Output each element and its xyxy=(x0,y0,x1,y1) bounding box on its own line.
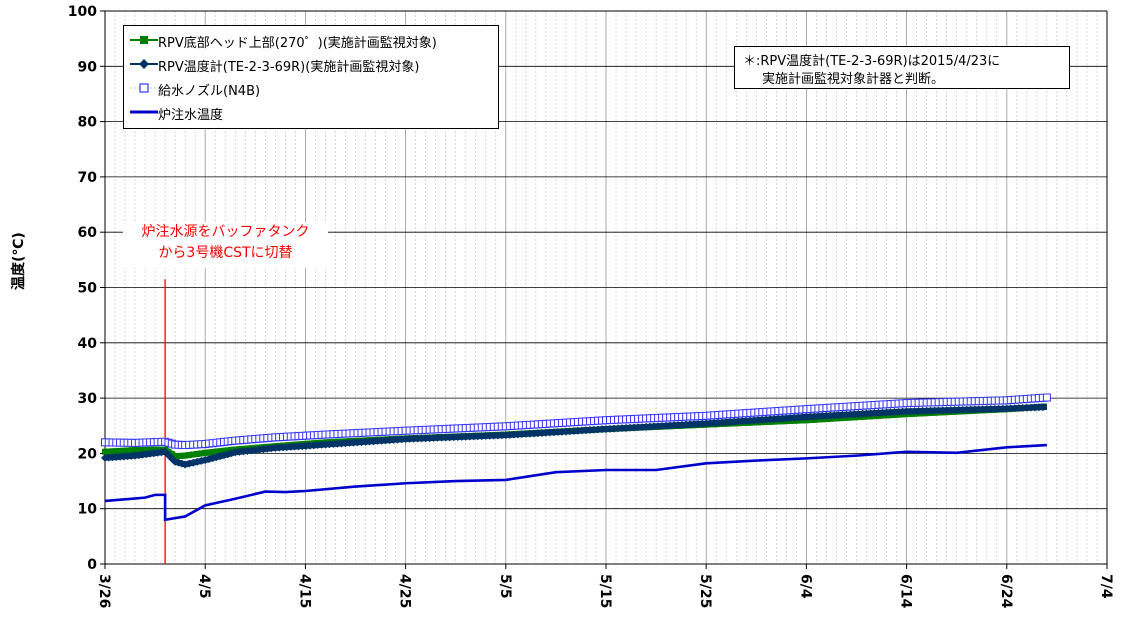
note-box: ＊:RPV温度計(TE-2-3-69R)は2015/4/23に 実施計画監視対象… xyxy=(734,46,1070,89)
y-tick-label: 10 xyxy=(78,502,98,518)
x-tick-label: 6/4 xyxy=(797,574,813,599)
legend-marker-blue-line xyxy=(130,110,158,114)
series-rpv-bottom-head-marker xyxy=(113,448,120,455)
series-rpv-bottom-head-marker xyxy=(175,452,182,459)
y-tick-label: 90 xyxy=(78,59,98,75)
legend-item-rpv-bottom-head: RPV底部ヘッド上部(270゜)(実施計画監視対象) xyxy=(124,28,498,52)
series-rpv-bottom-head-marker xyxy=(217,448,224,455)
y-tick-label: 60 xyxy=(78,225,98,241)
legend-label: RPV底部ヘッド上部(270゜)(実施計画監視対象) xyxy=(158,36,437,51)
series-rpv-thermometer-marker xyxy=(1018,403,1027,412)
x-tick-label: 3/26 xyxy=(96,574,112,608)
series-rpv-bottom-head-marker xyxy=(194,450,201,457)
series-rpv-bottom-head-marker xyxy=(102,448,108,455)
legend-marker-green-square xyxy=(130,36,158,44)
y-tick-label: 0 xyxy=(87,557,97,573)
x-tick-label: 4/15 xyxy=(296,574,312,608)
series-rpv-bottom-head-marker xyxy=(168,450,175,457)
y-tick-label: 30 xyxy=(78,391,98,407)
series-rpv-bottom-head-marker xyxy=(128,447,135,454)
series-rpv-bottom-head-marker xyxy=(120,447,127,454)
x-tick-label: 7/4 xyxy=(1098,574,1114,599)
y-tick-label: 100 xyxy=(68,4,97,20)
series-rpv-bottom-head-marker xyxy=(139,446,146,453)
water-source-switch-annotation: 炉注水源をバッファタンク から3号機CSTに切替 xyxy=(123,222,328,268)
annotation-line-1: 炉注水源をバッファタンク xyxy=(141,224,310,240)
series-rpv-bottom-head-marker xyxy=(186,452,193,459)
series-rpv-bottom-head-marker xyxy=(117,447,124,454)
x-tick-label: 5/5 xyxy=(497,574,513,599)
series-rpv-bottom-head-marker xyxy=(109,448,116,455)
legend-label: 炉注水温度 xyxy=(158,108,224,123)
note-line-1: ＊:RPV温度計(TE-2-3-69R)は2015/4/23に xyxy=(743,54,1001,69)
y-tick-label: 70 xyxy=(78,170,98,186)
series-rpv-bottom-head-marker xyxy=(198,450,205,457)
series-rpv-bottom-head-marker xyxy=(143,446,150,453)
series-rpv-bottom-head-marker xyxy=(209,449,216,456)
x-tick-label: 5/15 xyxy=(597,574,613,608)
legend-item-feedwater-nozzle: 給水ノズル(N4B) xyxy=(124,76,498,100)
series-rpv-bottom-head-marker xyxy=(190,451,197,458)
series-rpv-bottom-head-marker xyxy=(132,447,139,454)
legend-marker-open-square xyxy=(130,83,158,93)
y-tick-label: 20 xyxy=(78,446,98,462)
series-rpv-bottom-head-marker xyxy=(124,447,131,454)
x-tick-label: 6/24 xyxy=(998,574,1014,609)
series-rpv-bottom-head-marker xyxy=(220,447,227,454)
annotation-line-2: から3号機CSTに切替 xyxy=(158,245,293,261)
x-tick-label: 4/5 xyxy=(196,574,212,599)
series-rpv-bottom-head-marker xyxy=(135,447,142,454)
legend-label: RPV温度計(TE-2-3-69R)(実施計画監視対象) xyxy=(158,60,420,75)
legend-label: 給水ノズル(N4B) xyxy=(158,84,261,99)
series-feedwater-nozzle-marker xyxy=(1042,393,1051,402)
note-line-2: 実施計画監視対象計器と判断。 xyxy=(762,72,945,87)
series-rpv-bottom-head-marker xyxy=(182,452,189,459)
series-rpv-bottom-head-marker xyxy=(213,448,220,455)
series-rpv-bottom-head-marker xyxy=(178,452,185,459)
legend-item-rpv-thermometer: RPV温度計(TE-2-3-69R)(実施計画監視対象) xyxy=(124,52,498,76)
series-injection-water-temp xyxy=(104,443,1047,522)
series-rpv-bottom-head-marker xyxy=(205,449,212,456)
series-rpv-bottom-head-marker xyxy=(202,449,209,456)
x-tick-label: 5/25 xyxy=(697,574,713,608)
legend-item-injection-water-temp: 炉注水温度 xyxy=(124,100,498,124)
series-rpv-bottom-head-marker xyxy=(172,453,179,460)
x-tick-label: 4/25 xyxy=(397,574,413,608)
x-tick-label: 6/14 xyxy=(898,574,914,609)
y-tick-label: 40 xyxy=(78,336,98,352)
y-tick-label: 80 xyxy=(78,115,98,131)
series-rpv-thermometer-marker xyxy=(1038,403,1047,412)
legend: RPV底部ヘッド上部(270゜)(実施計画監視対象) RPV温度計(TE-2-3… xyxy=(123,25,499,129)
y-axis-label: 温度(℃) xyxy=(11,232,27,290)
legend-marker-navy-diamond xyxy=(130,59,158,69)
y-tick-label: 50 xyxy=(78,281,98,297)
series-rpv-bottom-head-marker xyxy=(105,448,112,455)
